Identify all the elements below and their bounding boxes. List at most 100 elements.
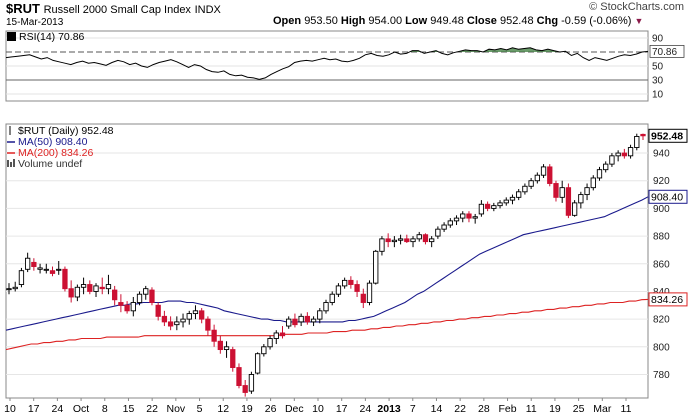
ma200-value-tag: 834.26	[651, 294, 683, 306]
candle-body	[161, 315, 168, 323]
x-tick-label: 10	[312, 403, 324, 415]
candle-body	[292, 318, 298, 326]
candle-body	[571, 202, 578, 216]
candle-body	[323, 302, 329, 312]
candle-body	[447, 220, 453, 226]
candle-body	[547, 166, 553, 184]
candle-body	[211, 329, 217, 342]
candle-body	[466, 213, 472, 219]
candle-body	[329, 293, 335, 303]
candle-body	[12, 286, 18, 290]
x-tick-label: 25	[573, 403, 585, 415]
candle-body	[205, 318, 211, 331]
x-tick-label: Oct	[73, 403, 89, 415]
ohlc-summary: Open 953.50 High 954.00 Low 949.48 Close…	[273, 15, 643, 27]
candle-body	[199, 310, 205, 320]
x-tick-label: Nov	[167, 403, 186, 415]
candle-body	[261, 346, 267, 355]
candle-body	[478, 203, 485, 215]
candle-body	[335, 285, 342, 295]
candle-body	[217, 340, 223, 351]
candle-body	[118, 302, 124, 306]
candle-body	[6, 288, 12, 291]
x-tick-label: 12	[217, 403, 229, 415]
candle-body	[540, 166, 547, 176]
candle-body	[31, 261, 37, 267]
candle-body	[112, 289, 118, 301]
open-label: Open	[273, 15, 302, 27]
candle-body	[130, 302, 136, 312]
legend-volume-icon	[10, 162, 12, 167]
price-tick-label: 800	[653, 342, 670, 353]
candle-body	[640, 133, 646, 137]
x-tick-label: 15	[123, 403, 135, 415]
candle-body	[37, 267, 43, 270]
candle-body	[273, 332, 279, 339]
candle-body	[391, 239, 398, 243]
x-tick-label: 11	[526, 403, 537, 415]
x-tick-label: 5	[197, 403, 203, 415]
candle-body	[590, 177, 596, 189]
candle-body	[584, 187, 590, 196]
x-tick-label: 24	[52, 403, 64, 415]
candle-body	[74, 286, 81, 298]
candle-body	[267, 338, 273, 348]
candle-body	[528, 180, 534, 187]
open-value: 953.50	[304, 15, 338, 27]
price-tick-label: 920	[653, 176, 670, 187]
legend-entry: MA(200) 834.26	[18, 147, 93, 159]
candle-body	[615, 152, 621, 157]
legend-entry: MA(50) 908.40	[18, 136, 88, 148]
legend-entry: $RUT (Daily) 952.48	[18, 125, 114, 137]
legend-volume-icon	[13, 159, 15, 167]
x-tick-label: 7	[410, 403, 416, 415]
candle-body	[534, 174, 540, 182]
candle-body	[627, 147, 634, 157]
close-label: Close	[466, 15, 497, 27]
candle-body	[242, 385, 248, 393]
low-label: Low	[405, 15, 428, 27]
price-tick-label: 880	[653, 232, 670, 243]
candle-body	[223, 346, 230, 351]
candle-body	[472, 216, 478, 219]
candle-body	[522, 185, 528, 193]
candle-body	[180, 318, 186, 323]
x-tick-label: 8	[102, 403, 108, 415]
candle-body	[634, 136, 640, 148]
ma200-value-tag-box	[648, 292, 688, 307]
x-tick-label: 19	[241, 403, 253, 415]
rsi-tick-label: 10	[652, 90, 664, 101]
candle-body	[136, 293, 143, 303]
last-price-tag: 952.48	[651, 131, 683, 143]
candle-body	[397, 238, 404, 241]
candle-body	[516, 191, 522, 198]
candle-body	[609, 155, 615, 165]
x-tick-label: 2013	[377, 403, 401, 415]
candle-body	[348, 279, 354, 285]
candle-body	[186, 313, 192, 320]
low-value: 949.48	[430, 15, 464, 27]
x-tick-label: Mar	[593, 403, 612, 415]
candle-body	[435, 228, 441, 237]
price-tick-label: 860	[653, 259, 670, 270]
candle-body	[105, 284, 112, 290]
x-tick-label: 26	[265, 403, 277, 415]
candle-body	[317, 310, 323, 320]
candle-body	[484, 203, 491, 209]
x-tick-label: 10	[4, 403, 16, 415]
candle-body	[279, 332, 286, 337]
candle-body	[68, 288, 74, 298]
brand-watermark: © StockCharts.com	[589, 1, 684, 13]
x-tick-label: 28	[478, 403, 490, 415]
x-tick-label: 22	[454, 403, 466, 415]
rsi-line	[5, 47, 649, 80]
price-tick-label: 780	[653, 370, 670, 381]
close-value: 952.48	[499, 15, 534, 27]
rsi-tick-label: 50	[652, 62, 664, 73]
rsi-legend-swatch	[7, 32, 16, 41]
candle-body	[373, 250, 379, 284]
candle-body	[254, 353, 261, 374]
candle-body	[304, 315, 311, 323]
candle-body	[578, 194, 584, 204]
candle-body	[441, 224, 447, 230]
